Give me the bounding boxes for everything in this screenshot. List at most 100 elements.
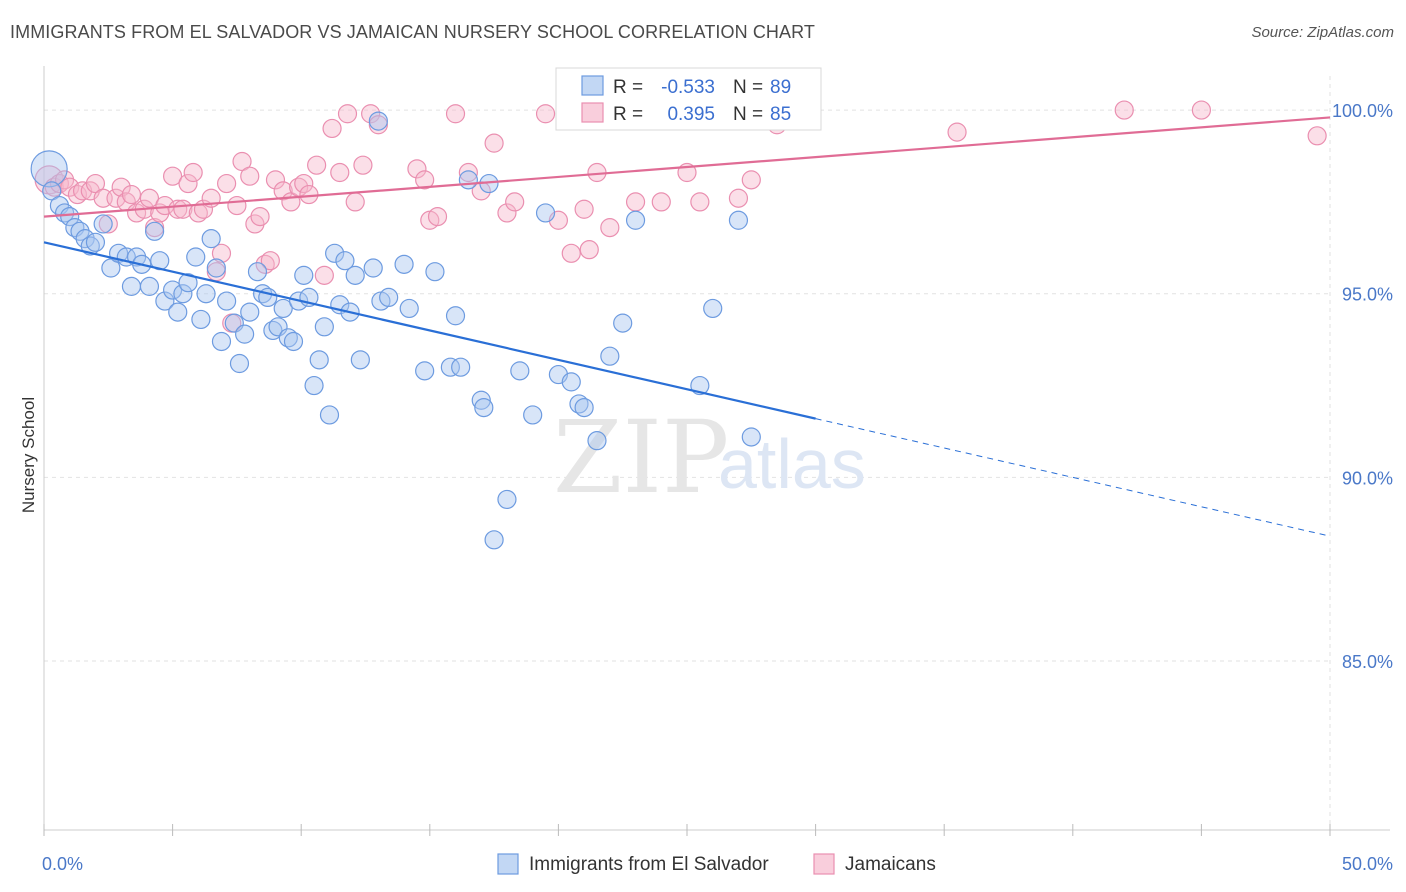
point-pink-56 — [415, 170, 435, 190]
point-blue-27 — [196, 284, 216, 304]
stats-pink-swatch — [581, 102, 604, 123]
stats-blue-n-value: 89 — [770, 77, 791, 98]
point-pink-73 — [651, 192, 671, 212]
stats-blue-r-value: -0.533 — [661, 77, 715, 98]
point-pink-37 — [250, 206, 270, 227]
point-blue-56 — [350, 350, 370, 370]
point-pink-31 — [217, 173, 237, 194]
point-blue-8 — [80, 236, 100, 256]
point-pink-78 — [741, 170, 761, 190]
y-tick-label-1: 95.0% — [1342, 285, 1393, 305]
trend-line-pink — [43, 116, 1331, 218]
point-blue-60 — [368, 111, 388, 131]
point-blue-28 — [201, 229, 221, 249]
point-blue-86 — [703, 298, 723, 319]
point-pink-33 — [227, 195, 247, 216]
point-blue-78 — [561, 372, 581, 392]
point-blue-64 — [425, 262, 445, 282]
point-blue-84 — [625, 210, 646, 230]
point-blue-73 — [497, 489, 517, 510]
point-blue-55 — [345, 265, 365, 285]
point-pink-21 — [163, 166, 183, 186]
point-pink-63 — [497, 203, 517, 223]
point-blue-45 — [294, 265, 314, 285]
watermark-zip: ZIP — [553, 399, 729, 516]
watermark: ZIP atlas — [553, 399, 866, 516]
y-tick-label-0: 100.0% — [1332, 101, 1393, 121]
point-pink-55 — [407, 159, 427, 179]
point-blue-49 — [314, 317, 334, 337]
point-blue-20 — [155, 291, 175, 311]
stats-blue-swatch — [581, 75, 604, 96]
point-pink-24 — [178, 173, 198, 194]
point-blue-67 — [451, 357, 471, 377]
point-pink-30 — [211, 243, 232, 263]
bottom-legend: Immigrants from El Salvador Jamaicans — [497, 853, 936, 875]
point-blue-68 — [458, 170, 478, 190]
point-pink-58 — [427, 206, 448, 227]
legend-label-el-salvador: Immigrants from El Salvador — [529, 854, 769, 875]
point-blue-65 — [440, 357, 460, 377]
point-pink-53 — [361, 104, 381, 124]
x-tick-label-0: 0.0% — [42, 854, 83, 874]
legend-swatch-jamaicans — [813, 853, 835, 875]
point-pink-82 — [1114, 100, 1134, 120]
point-blue-3 — [54, 203, 75, 223]
point-pink-49 — [330, 162, 350, 183]
point-blue-50 — [319, 405, 340, 425]
point-pink-51 — [345, 192, 365, 212]
stats-blue-n-label: N = — [733, 77, 763, 98]
point-blue-36 — [247, 262, 268, 282]
point-blue-42 — [278, 328, 298, 348]
point-blue-63 — [415, 361, 435, 381]
point-blue-87 — [728, 210, 749, 230]
point-pink-5 — [67, 184, 88, 205]
point-blue-9 — [85, 232, 106, 252]
watermark-atlas: atlas — [718, 425, 866, 503]
point-pink-81 — [947, 122, 967, 142]
point-pink-17 — [139, 188, 160, 208]
y-tick-label-3: 85.0% — [1342, 652, 1393, 672]
point-blue-53 — [335, 251, 355, 271]
point-pink-1 — [44, 177, 64, 197]
legend-label-jamaicans: Jamaicans — [845, 854, 936, 875]
point-pink-52 — [353, 155, 373, 175]
x-tick-labels: 0.0% 50.0% — [42, 854, 1393, 874]
point-pink-71 — [600, 218, 620, 238]
legend-swatch-el-salvador — [497, 853, 519, 875]
point-pink-4 — [60, 177, 80, 197]
x-tick-label-1: 50.0% — [1342, 854, 1393, 874]
point-blue-17 — [139, 276, 160, 296]
point-blue-61 — [394, 254, 414, 274]
point-blue-66 — [445, 306, 466, 326]
point-pink-65 — [535, 104, 556, 124]
point-blue-34 — [235, 324, 255, 344]
point-pink-67 — [561, 243, 581, 263]
point-blue-24 — [178, 273, 198, 293]
point-pink-46 — [307, 155, 327, 175]
point-blue-79 — [569, 394, 589, 414]
point-blue-39 — [263, 320, 283, 341]
point-blue-33 — [229, 353, 250, 374]
point-blue-76 — [535, 203, 556, 223]
point-pink-12 — [111, 177, 131, 197]
point-blue-22 — [168, 302, 188, 322]
point-blue-82 — [600, 346, 620, 366]
stats-pink-r-label: R = — [613, 104, 643, 125]
point-pink-22 — [168, 199, 188, 219]
point-blue-48 — [309, 350, 329, 370]
point-blue-62 — [399, 298, 419, 319]
trend-lines — [43, 116, 1331, 537]
point-blue-23 — [173, 284, 193, 304]
source-label: Source: ZipAtlas.com — [1251, 24, 1394, 41]
point-blue-80 — [574, 397, 594, 418]
point-pink-75 — [690, 192, 710, 212]
stats-pink-n-label: N = — [733, 104, 763, 125]
point-pink-41 — [273, 181, 293, 201]
series-jamaicans — [34, 100, 1327, 333]
point-pink-77 — [728, 188, 749, 208]
stats-pink-r-value: 0.395 — [667, 104, 715, 125]
stats-blue-r-label: R = — [613, 77, 643, 98]
point-pink-72 — [625, 192, 646, 212]
point-blue-21 — [163, 280, 183, 300]
